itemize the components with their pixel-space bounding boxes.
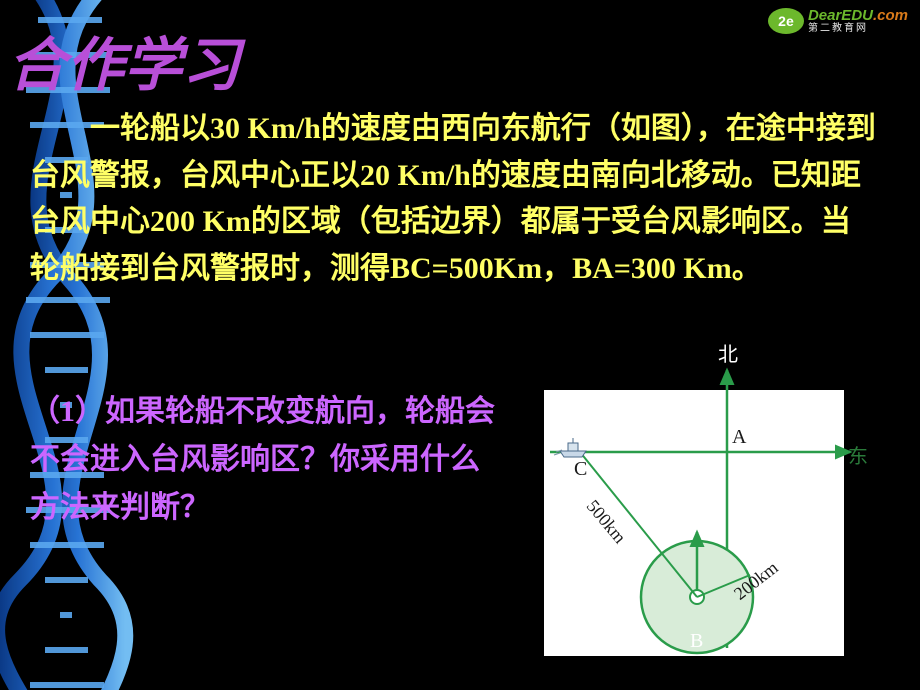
dna-background [0,0,160,690]
logo-icon: 2e [768,8,804,34]
diagram: 北 东 A C B 500km 200km [532,332,862,662]
logo-main-text: DearEDU [808,7,873,24]
logo-dot: .com [873,7,908,24]
logo-subtitle: 第二教育网 [808,24,908,34]
slide-heading: 合作学习 [8,18,240,102]
logo: 2e DearEDU.com 第二教育网 [768,8,908,34]
question-text: （1）如果轮船不改变航向，轮船会不会进入台风影响区？你采用什么方法来判断？ [30,388,500,532]
label-east: 东 [848,440,868,469]
problem-body: 一轮船以30 Km/h的速度由西向东航行（如图），在途中接到台风警报，台风中心正… [30,106,880,292]
label-a: A [732,426,746,449]
label-b: B [690,630,703,653]
label-north: 北 [718,338,738,367]
label-c: C [574,458,587,481]
problem-body-text: 一轮船以30 Km/h的速度由西向东航行（如图），在途中接到台风警报，台风中心正… [30,112,876,285]
